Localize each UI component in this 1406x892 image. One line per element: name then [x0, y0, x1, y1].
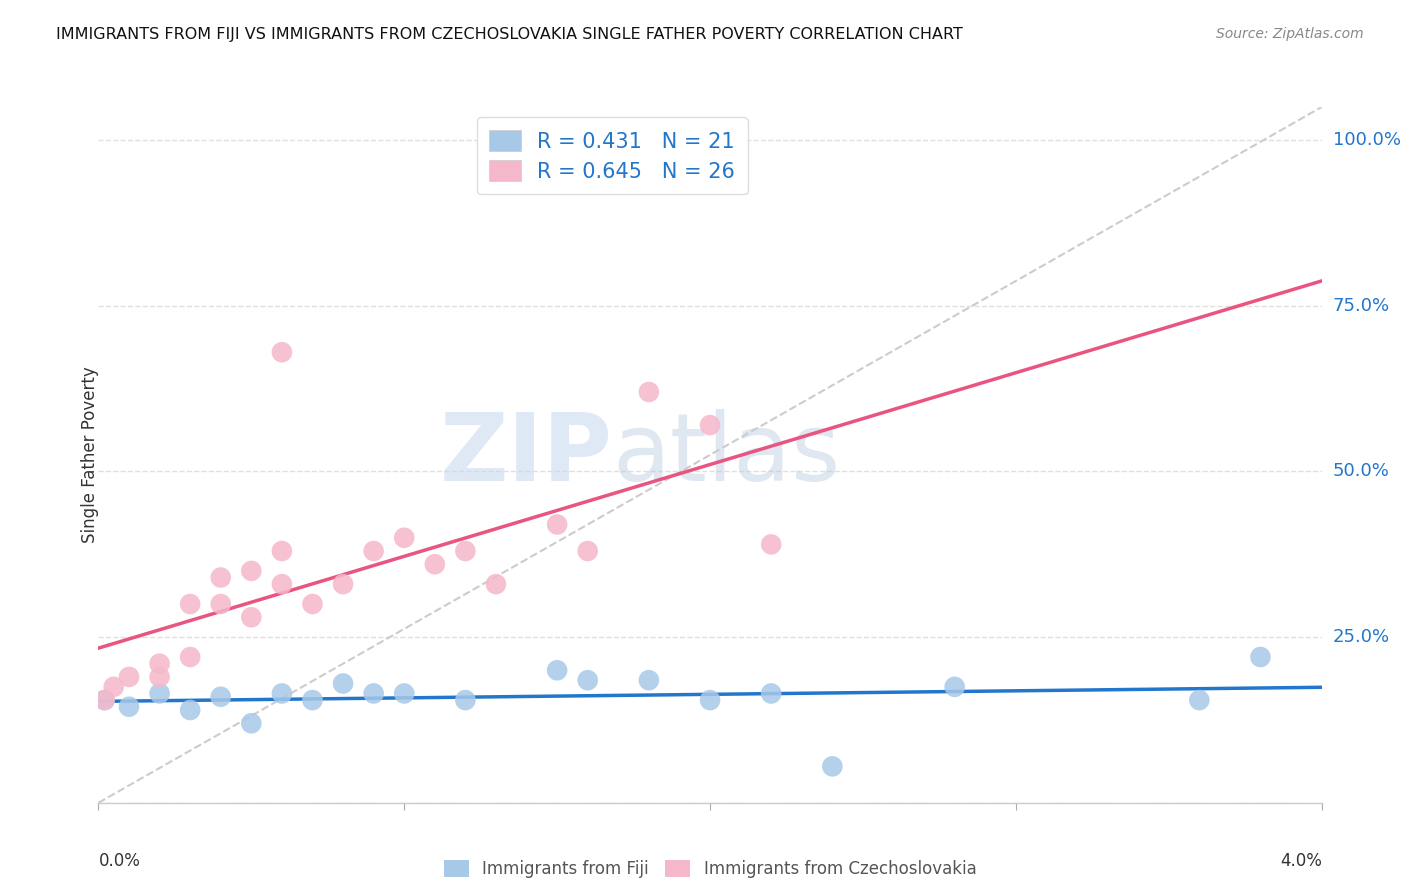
Point: [209, 690, 232, 704]
Point: [240, 564, 263, 578]
Text: 4.0%: 4.0%: [1279, 852, 1322, 870]
Point: [301, 693, 323, 707]
Text: IMMIGRANTS FROM FIJI VS IMMIGRANTS FROM CZECHOSLOVAKIA SINGLE FATHER POVERTY COR: IMMIGRANTS FROM FIJI VS IMMIGRANTS FROM …: [56, 27, 963, 42]
Point: [485, 577, 508, 591]
Point: [637, 673, 661, 688]
Point: [423, 558, 446, 572]
Point: [821, 759, 844, 773]
Point: [546, 517, 568, 532]
Point: [149, 657, 172, 671]
Y-axis label: Single Father Poverty: Single Father Poverty: [82, 367, 98, 543]
Point: [637, 384, 661, 399]
Point: [240, 716, 263, 731]
Point: [699, 693, 721, 707]
Point: [576, 673, 599, 688]
Point: [118, 699, 141, 714]
Text: 50.0%: 50.0%: [1333, 462, 1389, 481]
Text: 100.0%: 100.0%: [1333, 131, 1400, 149]
Point: [270, 345, 294, 359]
Text: ZIP: ZIP: [439, 409, 612, 501]
Point: [301, 597, 323, 611]
Point: [759, 686, 782, 700]
Point: [454, 544, 477, 558]
Point: [699, 418, 721, 433]
Point: [943, 680, 966, 694]
Text: Source: ZipAtlas.com: Source: ZipAtlas.com: [1216, 27, 1364, 41]
Point: [392, 686, 416, 700]
Text: atlas: atlas: [612, 409, 841, 501]
Point: [179, 650, 201, 665]
Point: [270, 577, 294, 591]
Point: [270, 686, 294, 700]
Point: [1249, 650, 1271, 665]
Point: [332, 577, 354, 591]
Point: [93, 693, 115, 707]
Legend: Immigrants from Fiji, Immigrants from Czechoslovakia: Immigrants from Fiji, Immigrants from Cz…: [437, 854, 983, 885]
Point: [179, 703, 201, 717]
Point: [209, 570, 232, 584]
Point: [454, 693, 477, 707]
Point: [546, 663, 568, 677]
Point: [103, 680, 125, 694]
Point: [209, 597, 232, 611]
Point: [93, 693, 115, 707]
Text: 25.0%: 25.0%: [1333, 628, 1391, 646]
Point: [332, 676, 354, 690]
Point: [118, 670, 141, 684]
Point: [240, 610, 263, 624]
Point: [392, 531, 416, 545]
Point: [576, 544, 599, 558]
Point: [149, 670, 172, 684]
Point: [1188, 693, 1211, 707]
Point: [759, 537, 782, 551]
Point: [149, 686, 172, 700]
Text: 0.0%: 0.0%: [98, 852, 141, 870]
Point: [363, 686, 385, 700]
Point: [270, 544, 294, 558]
Text: 75.0%: 75.0%: [1333, 297, 1391, 315]
Point: [363, 544, 385, 558]
Point: [179, 597, 201, 611]
